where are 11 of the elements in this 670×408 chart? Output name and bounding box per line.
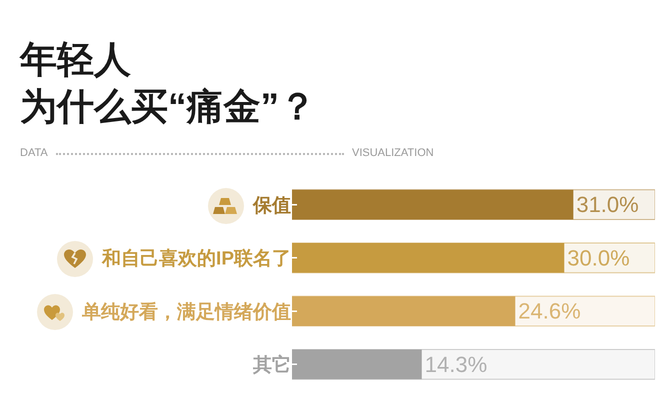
text: VISUALIZATION bbox=[352, 146, 434, 160]
data-label: 30.0% bbox=[567, 245, 630, 270]
data-label: 14.3% bbox=[424, 352, 488, 377]
y-tick-label: 和自己喜欢的IP联名了 bbox=[101, 248, 291, 270]
data-label: 24.6% bbox=[518, 298, 581, 324]
data-label: 31.0% bbox=[576, 192, 639, 218]
y-tick-label: 其它 bbox=[252, 354, 291, 376]
y-tick-label: 单纯好看，满足情绪价值 bbox=[81, 300, 291, 323]
chart-title: 年轻人为什么买“痛金”？ bbox=[20, 38, 317, 129]
y-tick-label: 保值 bbox=[252, 195, 291, 216]
text: DATA bbox=[20, 146, 48, 160]
